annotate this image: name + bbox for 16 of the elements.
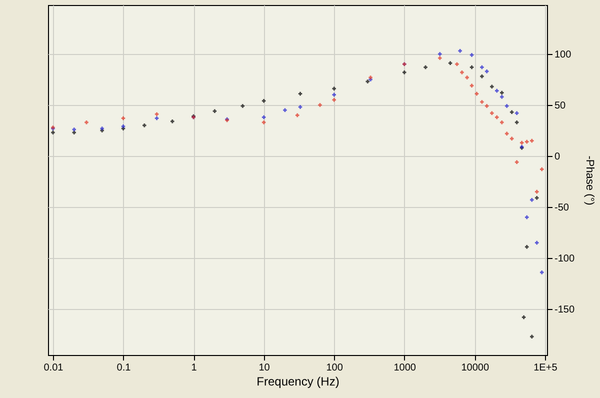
- y-tick-label: 0: [554, 152, 560, 163]
- x-tick-label: 100: [326, 362, 344, 374]
- y-tick-label: 50: [554, 100, 566, 112]
- y-tick-label: -100: [554, 254, 575, 265]
- y-tick-label: -50: [554, 202, 570, 214]
- y-tick-label: 100: [554, 49, 572, 60]
- x-tick-label: 0.01: [44, 362, 64, 374]
- y-axis-title: -Phase (°): [584, 156, 596, 206]
- x-axis-title: Frequency (Hz): [256, 374, 340, 388]
- x-tick-label: 10: [258, 362, 270, 374]
- y-tick-label: -150: [554, 304, 575, 316]
- x-tick-label: 0.1: [116, 362, 132, 374]
- x-tick-label: 1E+5: [534, 362, 558, 374]
- x-tick-label: 10000: [461, 362, 490, 374]
- x-tick-label: 1: [191, 362, 198, 374]
- x-tick-label: 1000: [394, 362, 416, 374]
